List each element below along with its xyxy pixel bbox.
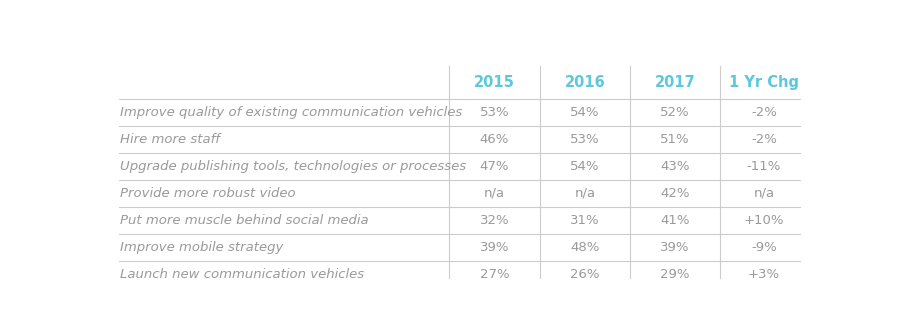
Text: 41%: 41% bbox=[660, 214, 690, 227]
Text: -11%: -11% bbox=[746, 160, 781, 173]
Text: 54%: 54% bbox=[570, 160, 599, 173]
Text: +3%: +3% bbox=[748, 268, 779, 281]
Text: 2015: 2015 bbox=[474, 75, 515, 90]
Text: Hire more staff: Hire more staff bbox=[120, 133, 221, 146]
Text: 42%: 42% bbox=[660, 187, 690, 200]
Text: 54%: 54% bbox=[570, 106, 599, 119]
Text: 39%: 39% bbox=[660, 241, 690, 254]
Text: 53%: 53% bbox=[480, 106, 509, 119]
Text: -2%: -2% bbox=[751, 133, 777, 146]
Text: 1 Yr Chg: 1 Yr Chg bbox=[729, 75, 799, 90]
Text: +10%: +10% bbox=[744, 214, 784, 227]
Text: 32%: 32% bbox=[480, 214, 509, 227]
Text: -9%: -9% bbox=[751, 241, 777, 254]
Text: 29%: 29% bbox=[660, 268, 690, 281]
Text: n/a: n/a bbox=[483, 187, 505, 200]
Text: Improve quality of existing communication vehicles: Improve quality of existing communicatio… bbox=[120, 106, 463, 119]
Text: 39%: 39% bbox=[480, 241, 509, 254]
Text: 31%: 31% bbox=[570, 214, 600, 227]
Text: 27%: 27% bbox=[480, 268, 509, 281]
Text: -2%: -2% bbox=[751, 106, 777, 119]
Text: Upgrade publishing tools, technologies or processes: Upgrade publishing tools, technologies o… bbox=[120, 160, 466, 173]
Text: 47%: 47% bbox=[480, 160, 509, 173]
Text: 53%: 53% bbox=[570, 133, 600, 146]
Text: 51%: 51% bbox=[660, 133, 690, 146]
Text: 2017: 2017 bbox=[655, 75, 695, 90]
Text: n/a: n/a bbox=[753, 187, 774, 200]
Text: 52%: 52% bbox=[660, 106, 690, 119]
Text: Put more muscle behind social media: Put more muscle behind social media bbox=[120, 214, 369, 227]
Text: Provide more robust video: Provide more robust video bbox=[120, 187, 296, 200]
Text: Improve mobile strategy: Improve mobile strategy bbox=[120, 241, 283, 254]
Text: 2016: 2016 bbox=[564, 75, 605, 90]
Text: 26%: 26% bbox=[570, 268, 599, 281]
Text: Launch new communication vehicles: Launch new communication vehicles bbox=[120, 268, 364, 281]
Text: 46%: 46% bbox=[480, 133, 509, 146]
Text: 48%: 48% bbox=[570, 241, 599, 254]
Text: 43%: 43% bbox=[660, 160, 690, 173]
Text: n/a: n/a bbox=[574, 187, 596, 200]
